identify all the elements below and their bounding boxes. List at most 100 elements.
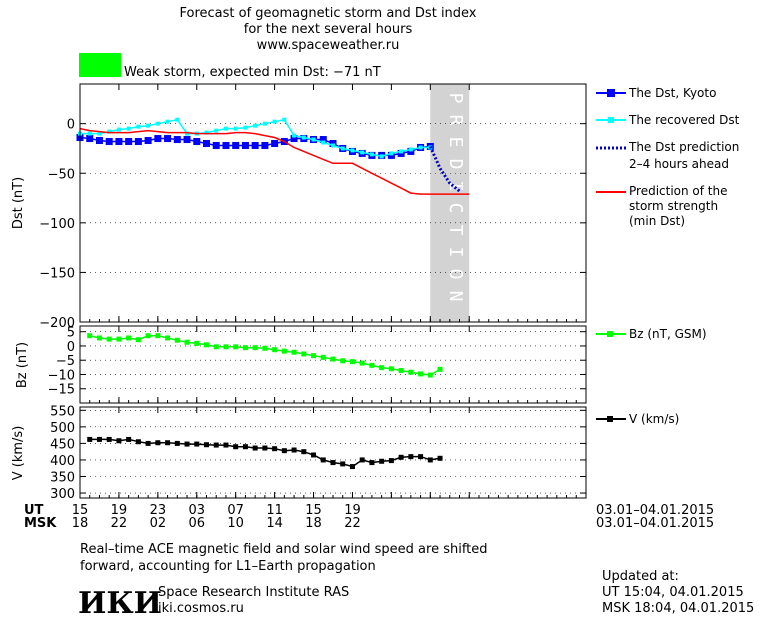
institute-url[interactable]: iki.cosmos.ru [158,601,244,616]
solar-wind-speed-point [379,458,385,464]
prediction-letter: I [445,181,466,192]
dst-recovered-point [175,117,180,122]
ut-tick-label: 11 [266,503,283,518]
msk-tick-label: 06 [188,516,205,531]
solar-wind-speed-point [301,449,307,455]
msk-tick-label: 10 [227,516,244,531]
solar-wind-speed-point [427,457,433,463]
footer-note-line1: Real–time ACE magnetic field and solar w… [80,542,488,557]
dst-recovered-point [311,137,316,142]
bz-point [106,336,112,342]
dst-kyoto-point [144,137,152,145]
y-tick-label: 500 [50,421,75,436]
dst-recovered-point [292,133,297,138]
solar-wind-speed-point [135,439,141,445]
bz-y-ticks: −15−10−505 [48,326,586,398]
footer-note-line2: forward, accounting for L1–Earth propaga… [80,559,376,574]
legend-v-label: V (km/s) [629,412,679,426]
dst-kyoto-point [241,141,249,149]
ut-tick-label: 15 [72,503,89,518]
solar-wind-speed-point [340,461,346,467]
legend-v: V (km/s) [596,412,679,426]
legend-recovered-label: The recovered Dst [628,113,740,127]
solar-wind-speed-point [311,452,317,458]
y-tick-label: 5 [67,326,75,341]
iki-logo: ИКИ [78,586,162,620]
dst-recovered-point [97,131,102,136]
bz-panel-series [87,333,443,378]
bz-point [281,348,287,354]
prediction-letter: C [445,203,466,214]
msk-tick-label: 22 [111,516,128,531]
solar-wind-speed-point [272,446,278,452]
prediction-letter: N [445,291,466,302]
bz-point [213,344,219,350]
dst-recovered-point [223,126,228,131]
dst-kyoto-point [290,135,298,143]
solar-wind-speed-point [155,440,161,446]
dst-recovered-point [340,146,345,151]
bz-point [398,367,404,373]
solar-wind-speed-point [349,464,355,470]
bz-point [155,333,161,339]
legend-prediction-label-1: The Dst prediction [628,140,739,154]
bz-point [87,333,93,339]
bz-point [126,335,132,341]
y-tick-label: −10 [48,368,75,383]
dst-kyoto-point [222,141,230,149]
ut-date-range: 03.01–04.01.2015 [596,503,714,518]
prediction-letter: I [445,247,466,258]
solar-wind-speed-point [96,436,102,442]
y-tick-label: 450 [50,437,75,452]
legend-prediction-label-2: 2–4 hours ahead [629,157,729,171]
bz-point [223,344,229,350]
dst-recovered-point [379,154,384,159]
bz-line [89,334,441,376]
bz-point [233,344,239,350]
dst-recovered-point [185,131,190,136]
bz-point [252,345,258,351]
solar-wind-speed-point [369,460,375,466]
dst-recovered-point [389,151,394,156]
y-tick-label: 350 [50,470,75,485]
dst-recovered-point [321,140,326,145]
msk-tick-label: 22 [344,516,361,531]
dst-kyoto-point [154,135,162,143]
dst-recovered-point [243,125,248,130]
ut-tick-label: 03 [188,503,205,518]
dst-recovered-point [331,143,335,148]
prediction-letter: O [445,269,466,280]
dst-recovered-point [360,150,365,155]
bz-point [145,333,151,339]
updated-label: Updated at: [602,569,679,584]
dst-recovered-point [165,119,170,124]
msk-tick-label: 18 [305,516,322,531]
legend-bz: Bz (nT, GSM) [596,327,707,341]
dst-kyoto-point [95,137,103,145]
ut-tick-label: 19 [344,503,361,518]
bz-point [349,359,355,365]
dst-panel-frame [79,83,587,323]
y-tick-label: 0 [67,118,75,133]
dst-recovered-point [272,119,277,124]
ut-tick-label: 19 [111,503,128,518]
dst-recovered-point [107,129,112,134]
solar-wind-speed-point [408,454,414,460]
dst-recovered-point [369,152,374,157]
solar-wind-speed-point [398,454,404,460]
y-tick-label: −100 [39,217,75,232]
prediction-letter: D [445,159,466,170]
prediction-letter: R [445,115,466,126]
y-tick-label: 0 [67,340,75,355]
bz-point [388,366,394,372]
dst-recovered-point [350,148,355,153]
chart-title: Forecast of geomagnetic storm and Dst in… [179,6,476,21]
site-url[interactable]: www.spaceweather.ru [257,38,400,53]
solar-wind-speed-point [437,455,443,461]
solar-wind-speed-point [291,447,297,453]
solar-wind-speed-point [204,442,209,448]
dst-recovered-point [262,121,267,126]
dst-kyoto-point [261,141,269,149]
